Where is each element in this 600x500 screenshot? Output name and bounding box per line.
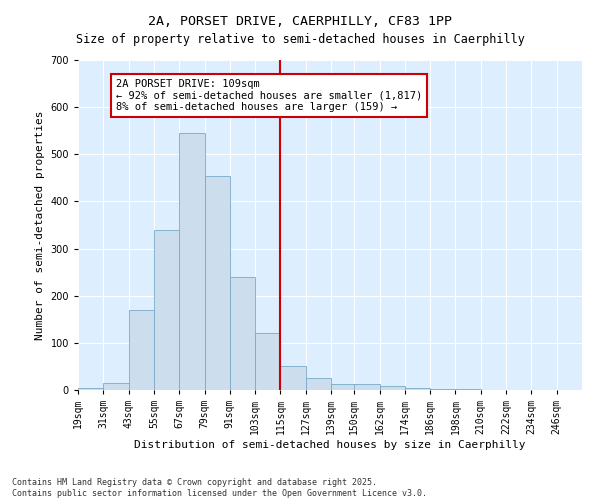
Text: 2A, PORSET DRIVE, CAERPHILLY, CF83 1PP: 2A, PORSET DRIVE, CAERPHILLY, CF83 1PP — [148, 15, 452, 28]
Y-axis label: Number of semi-detached properties: Number of semi-detached properties — [35, 110, 45, 340]
Bar — [154, 230, 179, 390]
X-axis label: Distribution of semi-detached houses by size in Caerphilly: Distribution of semi-detached houses by … — [134, 440, 526, 450]
Text: 2A PORSET DRIVE: 109sqm
← 92% of semi-detached houses are smaller (1,817)
8% of : 2A PORSET DRIVE: 109sqm ← 92% of semi-de… — [116, 79, 422, 112]
Bar — [331, 384, 356, 390]
Bar — [455, 389, 481, 390]
Bar — [205, 176, 230, 390]
Bar — [230, 277, 255, 390]
Bar — [255, 334, 280, 390]
Bar — [280, 366, 306, 390]
Bar — [179, 133, 205, 390]
Bar — [128, 310, 154, 390]
Bar — [405, 388, 430, 390]
Bar — [354, 384, 380, 390]
Bar — [430, 388, 455, 390]
Bar — [306, 378, 331, 390]
Bar — [103, 383, 128, 390]
Text: Contains HM Land Registry data © Crown copyright and database right 2025.
Contai: Contains HM Land Registry data © Crown c… — [12, 478, 427, 498]
Text: Size of property relative to semi-detached houses in Caerphilly: Size of property relative to semi-detach… — [76, 32, 524, 46]
Bar — [380, 386, 405, 390]
Bar — [78, 388, 103, 390]
